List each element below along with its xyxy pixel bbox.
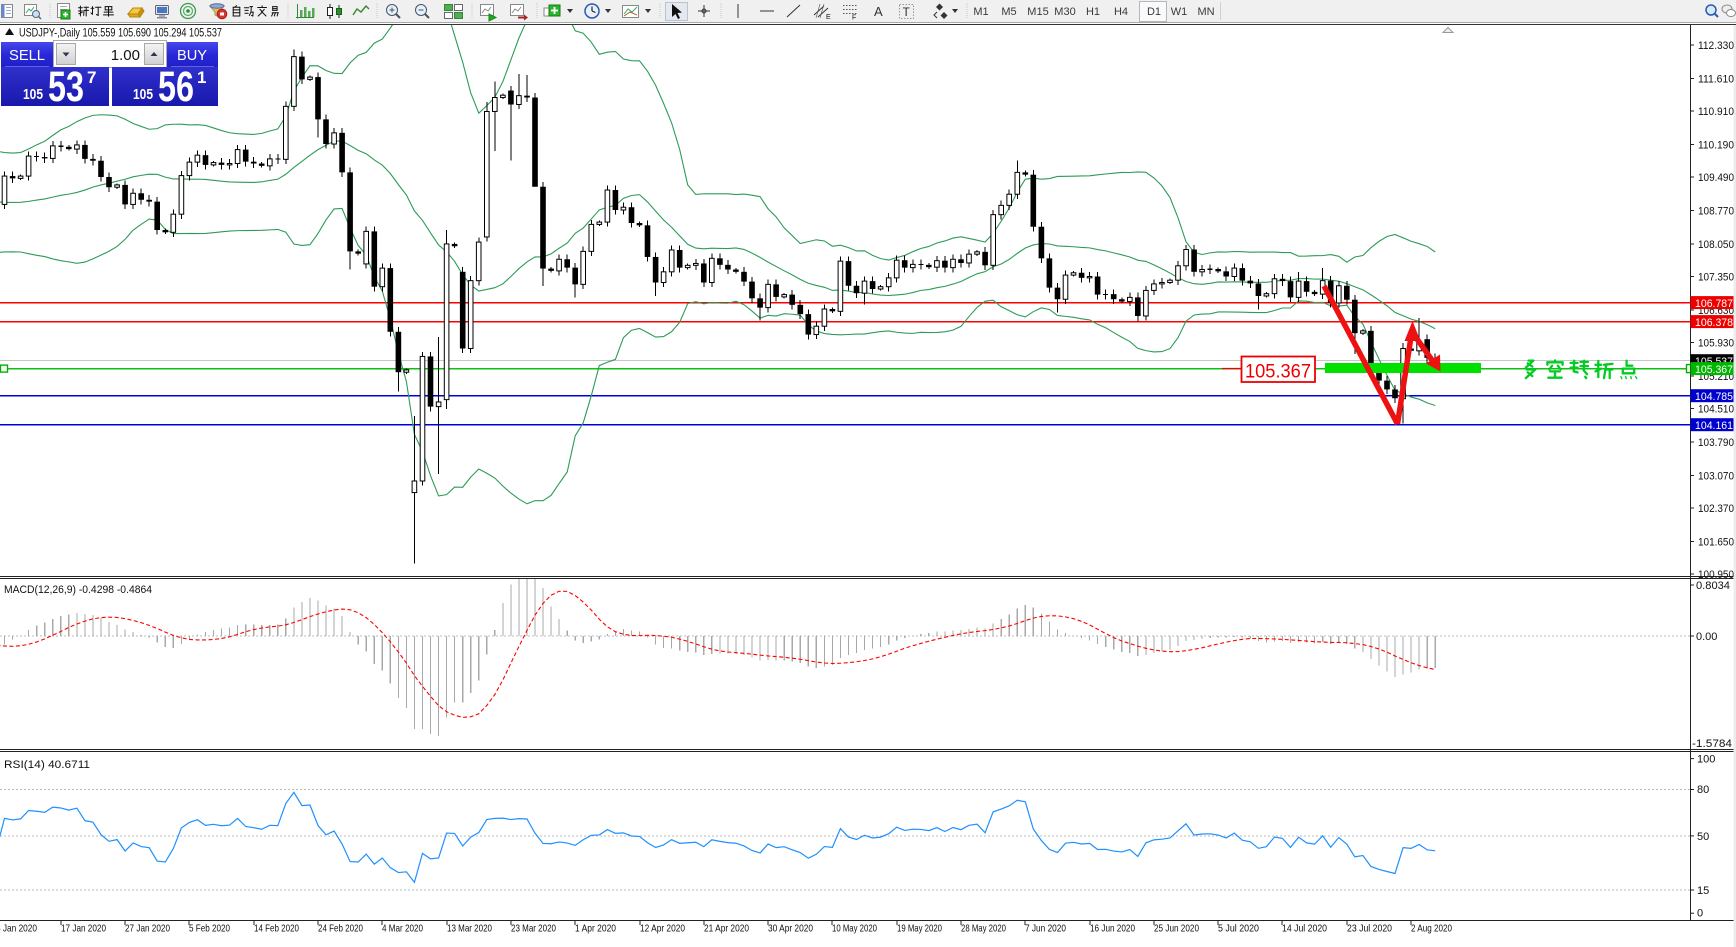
svg-text:7 Jun 2020: 7 Jun 2020 bbox=[1025, 923, 1066, 935]
svg-text:105: 105 bbox=[133, 86, 153, 103]
svg-text:104.161: 104.161 bbox=[1695, 420, 1733, 432]
svg-text:13 Mar 2020: 13 Mar 2020 bbox=[447, 923, 492, 935]
svg-text:24 Feb 2020: 24 Feb 2020 bbox=[318, 923, 363, 935]
svg-text:T: T bbox=[903, 5, 911, 19]
svg-text:MACD(12,26,9) -0.4298 -0.4864: MACD(12,26,9) -0.4298 -0.4864 bbox=[4, 584, 152, 596]
svg-text:28 May 2020: 28 May 2020 bbox=[961, 923, 1006, 935]
svg-text:14 Feb 2020: 14 Feb 2020 bbox=[254, 923, 299, 935]
svg-text:M5: M5 bbox=[1001, 6, 1016, 18]
svg-text:19 May 2020: 19 May 2020 bbox=[897, 923, 942, 935]
svg-text:23 Mar 2020: 23 Mar 2020 bbox=[511, 923, 556, 935]
svg-text:M15: M15 bbox=[1027, 6, 1048, 18]
svg-text:F: F bbox=[852, 15, 856, 22]
svg-text:108.050: 108.050 bbox=[1698, 239, 1734, 251]
svg-text:1.00: 1.00 bbox=[111, 47, 140, 64]
svg-text:80: 80 bbox=[1697, 784, 1709, 796]
svg-text:112.330: 112.330 bbox=[1698, 40, 1734, 52]
svg-text:23 Jul 2020: 23 Jul 2020 bbox=[1347, 923, 1392, 935]
svg-text:100.950: 100.950 bbox=[1698, 569, 1734, 581]
svg-text:USDJPY-,Daily 105.559 105.690: USDJPY-,Daily 105.559 105.690 105.294 10… bbox=[19, 26, 222, 40]
svg-text:101.650: 101.650 bbox=[1698, 536, 1734, 548]
svg-text:110.910: 110.910 bbox=[1698, 106, 1734, 118]
svg-text:100: 100 bbox=[1697, 754, 1715, 766]
svg-text:M30: M30 bbox=[1054, 6, 1075, 18]
svg-text:W1: W1 bbox=[1171, 6, 1188, 18]
svg-text:SELL: SELL bbox=[9, 47, 45, 64]
svg-text:E: E bbox=[826, 14, 831, 21]
svg-text:8 Jan 2020: 8 Jan 2020 bbox=[0, 923, 37, 935]
svg-text:12 Apr 2020: 12 Apr 2020 bbox=[640, 923, 685, 935]
svg-text:10 May 2020: 10 May 2020 bbox=[832, 923, 877, 935]
svg-text:105.367: 105.367 bbox=[1695, 364, 1733, 376]
svg-text:BUY: BUY bbox=[177, 47, 207, 64]
svg-text:16 Jun 2020: 16 Jun 2020 bbox=[1090, 923, 1135, 935]
svg-text:M1: M1 bbox=[973, 6, 988, 18]
svg-text:5 Jul 2020: 5 Jul 2020 bbox=[1218, 923, 1259, 935]
svg-text:1 Apr 2020: 1 Apr 2020 bbox=[575, 923, 616, 935]
svg-text:106.378: 106.378 bbox=[1695, 317, 1733, 329]
svg-text:105.930: 105.930 bbox=[1698, 338, 1734, 350]
svg-text:0.00: 0.00 bbox=[1696, 631, 1717, 643]
svg-text:50: 50 bbox=[1697, 831, 1709, 843]
svg-text:0: 0 bbox=[1697, 908, 1703, 920]
svg-text:21 Apr 2020: 21 Apr 2020 bbox=[704, 923, 749, 935]
svg-text:25 Jun 2020: 25 Jun 2020 bbox=[1154, 923, 1199, 935]
svg-text:7: 7 bbox=[87, 68, 96, 87]
svg-text:4 Mar 2020: 4 Mar 2020 bbox=[382, 923, 423, 935]
svg-text:MN: MN bbox=[1197, 6, 1214, 18]
svg-text:A: A bbox=[874, 4, 883, 19]
svg-text:106.787: 106.787 bbox=[1695, 298, 1733, 310]
svg-text:15: 15 bbox=[1697, 885, 1709, 897]
svg-text:103.070: 103.070 bbox=[1698, 470, 1734, 482]
svg-text:111.610: 111.610 bbox=[1698, 74, 1734, 86]
svg-text:110.190: 110.190 bbox=[1698, 140, 1734, 152]
svg-text:0.8034: 0.8034 bbox=[1696, 580, 1730, 592]
svg-text:H4: H4 bbox=[1114, 6, 1128, 18]
svg-text:1: 1 bbox=[197, 68, 206, 87]
svg-text:17 Jan 2020: 17 Jan 2020 bbox=[61, 923, 106, 935]
svg-text:105: 105 bbox=[23, 86, 43, 103]
svg-text:D1: D1 bbox=[1147, 6, 1161, 18]
svg-text:27 Jan 2020: 27 Jan 2020 bbox=[125, 923, 170, 935]
svg-text:102.370: 102.370 bbox=[1698, 503, 1734, 515]
svg-text:104.785: 104.785 bbox=[1695, 391, 1733, 403]
svg-text:109.490: 109.490 bbox=[1698, 172, 1734, 184]
svg-text:2 Aug 2020: 2 Aug 2020 bbox=[1411, 923, 1452, 935]
svg-text:5 Feb 2020: 5 Feb 2020 bbox=[189, 923, 230, 935]
svg-text:53: 53 bbox=[48, 63, 84, 111]
svg-text:105.367: 105.367 bbox=[1245, 362, 1311, 383]
svg-text:14 Jul 2020: 14 Jul 2020 bbox=[1282, 923, 1327, 935]
svg-text:107.350: 107.350 bbox=[1698, 272, 1734, 284]
svg-text:30 Apr 2020: 30 Apr 2020 bbox=[768, 923, 813, 935]
svg-text:H1: H1 bbox=[1086, 6, 1100, 18]
svg-text:-1.5784: -1.5784 bbox=[1692, 738, 1732, 750]
svg-text:103.790: 103.790 bbox=[1698, 437, 1734, 449]
svg-text:108.770: 108.770 bbox=[1698, 206, 1734, 218]
svg-text:104.510: 104.510 bbox=[1698, 404, 1734, 416]
svg-text:RSI(14) 40.6711: RSI(14) 40.6711 bbox=[4, 759, 90, 771]
svg-text:56: 56 bbox=[158, 63, 194, 111]
